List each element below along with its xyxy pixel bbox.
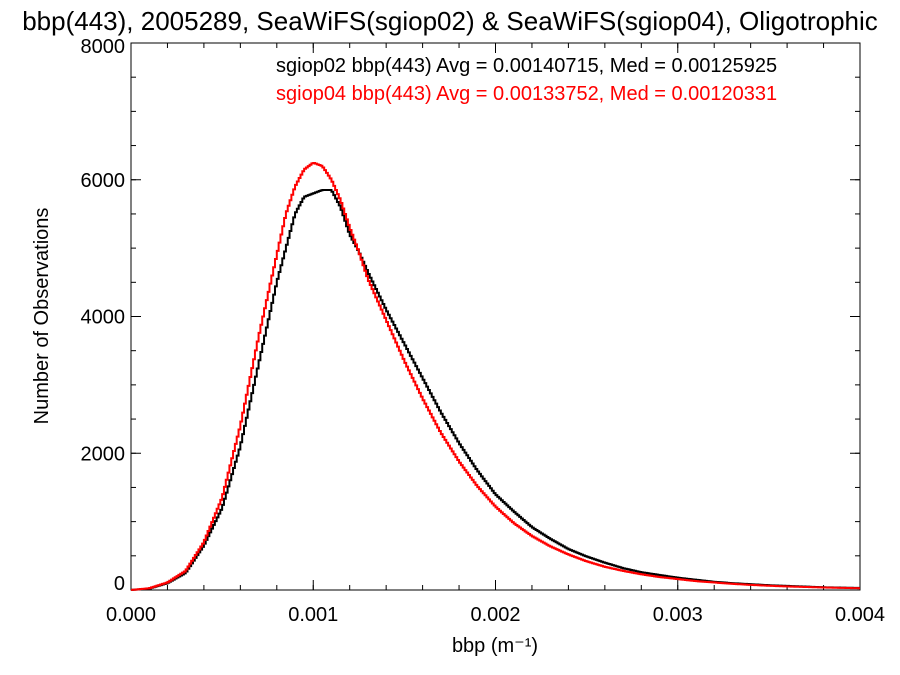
y-tick-label: 2000 — [81, 443, 126, 465]
x-axis-label: bbp (m⁻¹) — [452, 635, 538, 657]
y-tick-label: 8000 — [81, 36, 126, 58]
x-tick-label: 0.001 — [288, 604, 338, 626]
x-axis: 0.000 0.001 0.002 0.003 0.004 — [106, 43, 885, 626]
y-tick-label: 4000 — [81, 307, 126, 329]
x-tick-label: 0.003 — [653, 604, 703, 626]
x-tick-label: 0.002 — [470, 604, 520, 626]
y-axis-label: Number of Observations — [31, 208, 53, 425]
series-line-1 — [131, 162, 860, 591]
annotation-sgiop04: sgiop04 bbp(443) Avg = 0.00133752, Med =… — [276, 83, 777, 105]
x-tick-label: 0.004 — [835, 604, 885, 626]
series-line-0 — [131, 189, 860, 591]
y-tick-label: 6000 — [81, 170, 126, 192]
y-axis: 0 2000 4000 6000 8000 — [81, 36, 860, 595]
x-tick-label: 0.000 — [106, 604, 156, 626]
chart-title: bbp(443), 2005289, SeaWiFS(sgiop02) & Se… — [22, 6, 878, 36]
series-layer — [131, 162, 860, 591]
y-tick-label: 0 — [114, 573, 125, 595]
annotation-sgiop02: sgiop02 bbp(443) Avg = 0.00140715, Med =… — [276, 55, 777, 77]
